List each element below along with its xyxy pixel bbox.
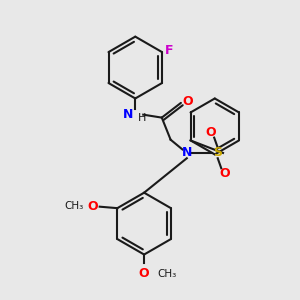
Text: N: N xyxy=(182,146,192,159)
Text: F: F xyxy=(165,44,173,57)
Text: O: O xyxy=(182,95,193,108)
Text: O: O xyxy=(139,267,149,280)
Text: H: H xyxy=(138,112,146,123)
Text: CH₃: CH₃ xyxy=(64,201,83,211)
Text: S: S xyxy=(213,146,222,159)
Text: O: O xyxy=(205,126,216,139)
Text: CH₃: CH₃ xyxy=(158,269,177,279)
Text: O: O xyxy=(220,167,230,180)
Text: O: O xyxy=(88,200,98,213)
Text: N: N xyxy=(123,108,133,121)
